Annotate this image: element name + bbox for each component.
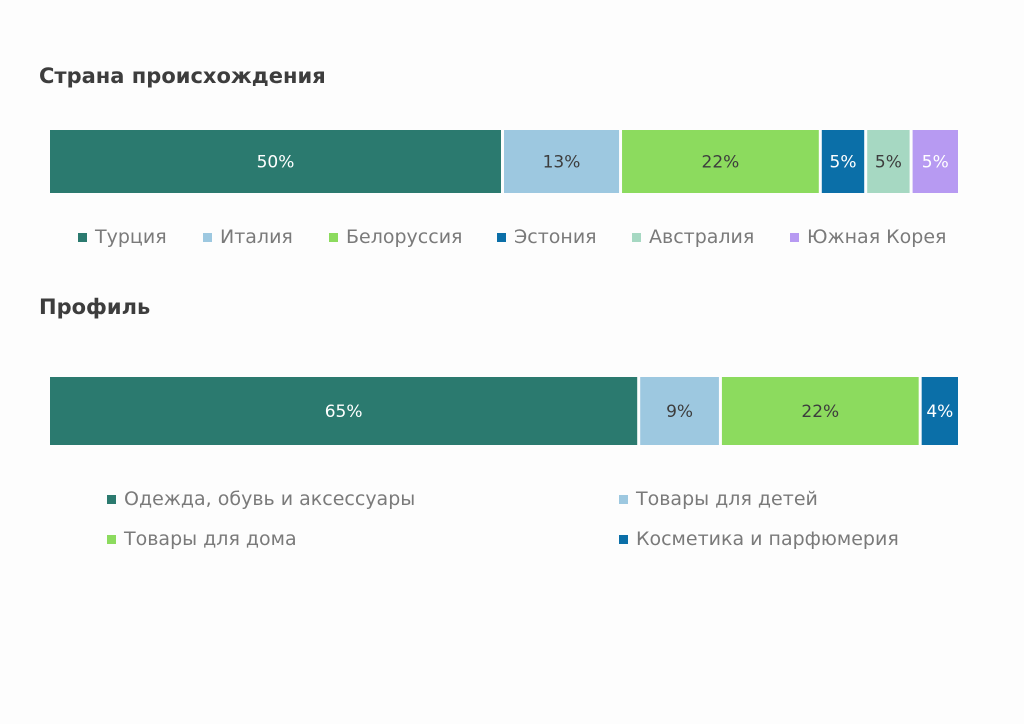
bar-segment — [912, 130, 958, 193]
legend-swatch — [329, 232, 338, 242]
bar-segment — [504, 130, 620, 193]
profile-legend: Одежда, обувь и аксессуары Товары для дет… — [0, 488, 1024, 558]
data-label: 5% — [830, 153, 857, 173]
legend-item: Австралия — [632, 226, 754, 248]
legend-swatch — [619, 534, 628, 544]
legend-label: Белоруссия — [346, 226, 463, 248]
data-label: 22% — [702, 153, 740, 173]
data-label: 9% — [666, 402, 693, 422]
legend-label: Товары для дома — [124, 528, 297, 550]
bar-segment — [622, 130, 819, 193]
legend-label: Турция — [95, 226, 167, 248]
profile-stacked-bar: 65% 9% 22% 4% — [50, 377, 958, 445]
bar-segment — [50, 130, 501, 193]
bar-segment — [821, 130, 865, 193]
legend-item: Турция — [78, 226, 167, 248]
legend-label: Италия — [220, 226, 293, 248]
data-label: 5% — [875, 153, 902, 173]
legend-label: Одежда, обувь и аксессуары — [124, 488, 416, 510]
bar-segment — [721, 377, 919, 445]
data-label: 4% — [926, 402, 953, 422]
legend-swatch — [107, 494, 116, 504]
data-label: 65% — [325, 402, 363, 422]
legend-swatch — [632, 232, 641, 242]
chart-title-profile: Профиль — [39, 295, 151, 319]
legend-item: Италия — [203, 226, 293, 248]
bar-segment — [921, 377, 958, 445]
legend-label: Товары для детей — [636, 488, 818, 510]
bar-segment — [867, 130, 910, 193]
data-label: 5% — [922, 153, 949, 173]
data-label: 22% — [801, 402, 839, 422]
chart-title-origin: Страна происхождения — [39, 64, 326, 88]
legend-label: Косметика и парфюмерия — [636, 528, 899, 550]
data-label: 13% — [543, 153, 581, 173]
legend-item: Южная Корея — [790, 226, 946, 248]
legend-item: Эстония — [497, 226, 597, 248]
bar-segment — [50, 377, 638, 445]
origin-stacked-bar: 50% 13% 22% 5% 5% 5% — [50, 130, 958, 193]
legend-item: Белоруссия — [329, 226, 462, 248]
legend-label: Южная Корея — [807, 226, 947, 248]
legend-swatch — [497, 232, 506, 242]
legend-item: Косметика и парфюмерия — [619, 528, 899, 550]
legend-label: Австралия — [649, 226, 755, 248]
origin-legend: Турция Италия Белоруссия Эстония Австралия Юж… — [0, 226, 1024, 254]
legend-swatch — [203, 232, 212, 242]
legend-swatch — [107, 534, 116, 544]
legend-swatch — [619, 494, 628, 504]
legend-item: Товары для детей — [619, 488, 818, 510]
legend-item: Товары для дома — [107, 528, 297, 550]
legend-swatch — [78, 232, 87, 242]
legend-item: Одежда, обувь и аксессуары — [107, 488, 415, 510]
legend-swatch — [790, 232, 799, 242]
data-label: 50% — [257, 153, 295, 173]
bar-segment — [640, 377, 719, 445]
legend-label: Эстония — [514, 226, 597, 248]
